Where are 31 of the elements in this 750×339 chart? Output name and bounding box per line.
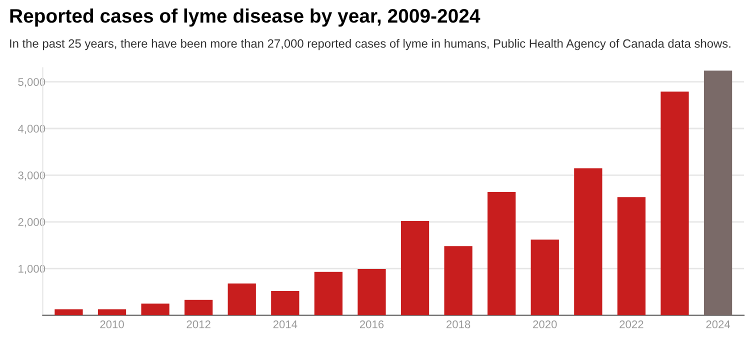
bar bbox=[314, 272, 343, 316]
bar bbox=[444, 246, 472, 316]
y-tick-label: 5,000 bbox=[18, 78, 46, 88]
chart-title: Reported cases of lyme disease by year, 2009-2024 bbox=[10, 8, 480, 27]
bar bbox=[488, 192, 516, 316]
x-tick-label: 2024 bbox=[706, 320, 730, 328]
bar bbox=[358, 269, 386, 316]
bar bbox=[141, 304, 170, 316]
x-tick-label: 2010 bbox=[100, 320, 124, 328]
bar bbox=[98, 309, 126, 316]
bar bbox=[530, 240, 559, 316]
y-tick-label: 4,000 bbox=[18, 124, 46, 134]
x-tick-label: 2022 bbox=[620, 320, 644, 328]
x-tick-label: 2020 bbox=[533, 320, 557, 328]
x-tick-label: 2014 bbox=[273, 320, 298, 328]
y-tick-label: 2,000 bbox=[18, 218, 46, 228]
bar bbox=[617, 197, 646, 316]
chart-subtitle: In the past 25 years, there have been more than 27,000 reported cases of lyme in humans, Public Health Agency of Canada data shows. bbox=[10, 38, 730, 50]
bar bbox=[660, 92, 689, 316]
bar bbox=[704, 70, 732, 316]
y-tick-label: 1,000 bbox=[18, 264, 46, 274]
bar bbox=[574, 168, 602, 316]
bar bbox=[271, 290, 300, 316]
y-tick-label: 3,000 bbox=[18, 171, 46, 181]
bar bbox=[228, 284, 256, 316]
bar bbox=[400, 220, 430, 316]
x-tick-label: 2018 bbox=[446, 320, 470, 328]
bar bbox=[54, 309, 83, 316]
x-tick-label: 2012 bbox=[186, 320, 210, 328]
x-tick-label: 2016 bbox=[360, 320, 384, 328]
bar bbox=[184, 300, 213, 316]
